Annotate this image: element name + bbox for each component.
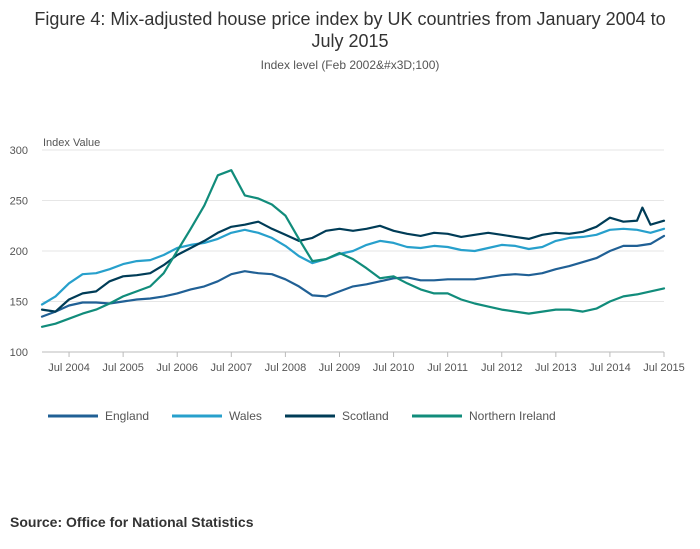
x-tick-4: Jul 2008 (265, 362, 307, 374)
legend: England Wales Scotland Northern Ireland (48, 409, 556, 423)
series-line-northern-ireland (40, 169, 666, 328)
x-tick-11: Jul 2015 (643, 362, 685, 374)
x-tick-2: Jul 2006 (156, 362, 198, 374)
series-lines (40, 169, 666, 328)
x-tick-8: Jul 2012 (481, 362, 523, 374)
x-tick-0: Jul 2004 (48, 362, 90, 374)
source-note: Source: Office for National Statistics (10, 514, 254, 530)
series-line-wales (40, 227, 666, 306)
legend-label-wales: Wales (229, 409, 262, 423)
y-tick-150: 150 (10, 297, 28, 309)
x-tick-10: Jul 2014 (589, 362, 631, 374)
x-tick-6: Jul 2010 (373, 362, 415, 374)
x-tick-3: Jul 2007 (211, 362, 253, 374)
x-tick-9: Jul 2013 (535, 362, 577, 374)
y-tick-300: 300 (10, 145, 28, 157)
series-line-scotland (40, 206, 666, 313)
grid-lines (42, 149, 664, 353)
x-axis-ticks: Jul 2004 Jul 2005 Jul 2006 Jul 2007 Jul 2008… (48, 352, 685, 374)
y-tick-100: 100 (10, 347, 28, 359)
y-tick-200: 200 (10, 246, 28, 258)
chart-title: Figure 4: Mix-adjusted house price index… (34, 9, 666, 51)
x-tick-5: Jul 2009 (319, 362, 361, 374)
x-tick-7: Jul 2011 (427, 362, 468, 374)
y-axis-ticks: 100 150 200 250 300 (10, 145, 28, 359)
legend-label-england: England (105, 409, 149, 423)
x-tick-1: Jul 2005 (102, 362, 144, 374)
legend-label-northern-ireland: Northern Ireland (469, 409, 556, 423)
legend-label-scotland: Scotland (342, 409, 389, 423)
series-line-england (40, 234, 666, 318)
y-axis-label: Index Value (43, 137, 100, 149)
y-tick-250: 250 (10, 196, 28, 208)
chart-subtitle: Index level (Feb 2002&#x3D;100) (260, 58, 440, 72)
